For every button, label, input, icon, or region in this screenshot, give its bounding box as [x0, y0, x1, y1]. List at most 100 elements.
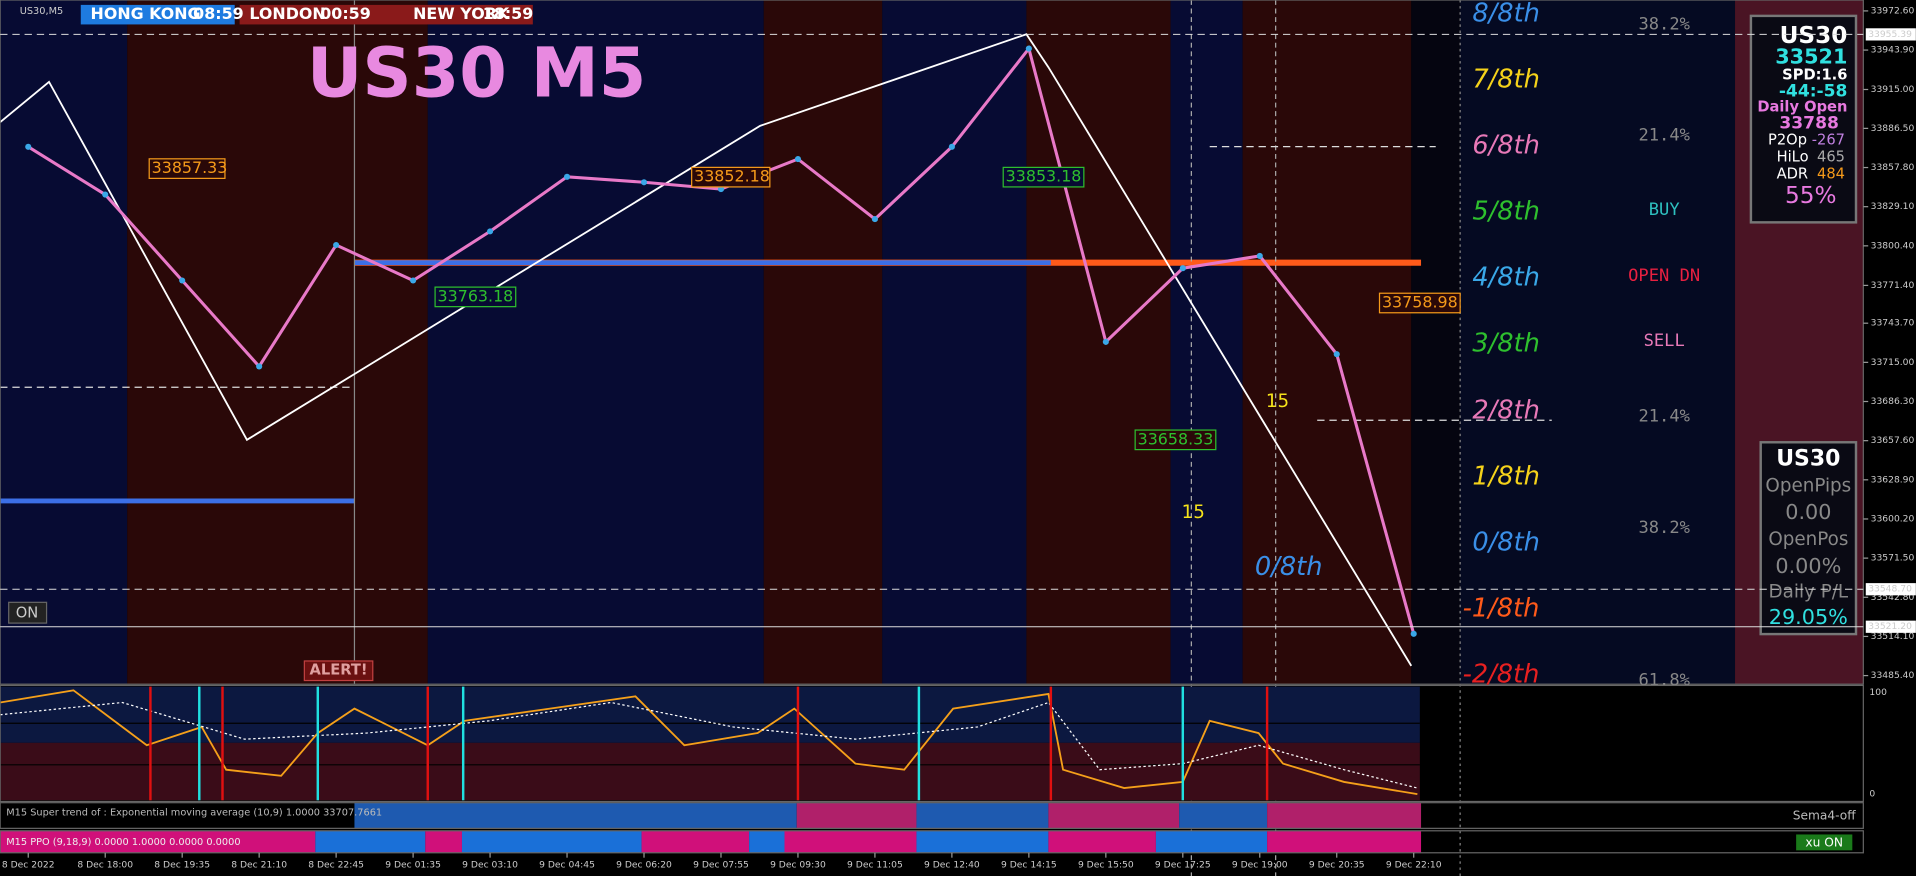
price-point	[1025, 45, 1032, 52]
y-tick-label: 33915.00	[1871, 84, 1915, 95]
position-panel: US30 OpenPips 0.00 OpenPos 0.00% Daily P…	[1759, 441, 1858, 636]
y-tick-label: 33972.60	[1871, 5, 1915, 16]
symbol: US30,M5	[20, 6, 64, 17]
fib-level: 4/8th	[1472, 263, 1540, 293]
price-point	[1410, 630, 1417, 637]
xu-button[interactable]	[1796, 834, 1853, 851]
fib-level: 0/8th	[1255, 552, 1323, 582]
fib-level: 2/8th	[1472, 396, 1540, 426]
y-tick-label: 33943.90	[1871, 45, 1915, 56]
pos-label: Daily P/L	[1769, 582, 1849, 603]
level-note: 21.4%	[1638, 126, 1690, 146]
pos-value: 0.00%	[1775, 554, 1841, 578]
indicator-label: M15 PPO (9,18,9) 0.0000 1.0000 0.0000 0.…	[6, 837, 240, 848]
x-tick-label: 9 Dec 07:55	[693, 860, 749, 871]
y-tick-label: 33829.10	[1871, 201, 1915, 212]
x-tick-label: 9 Dec 19:00	[1232, 860, 1288, 871]
info-spread: SPD:1.6	[1782, 67, 1847, 84]
fib-levels: 8/8th 7/8th 6/8th 5/8th 4/8th 3/8th 2/8t…	[1255, 0, 1700, 691]
level-note: 21.4%	[1638, 407, 1690, 427]
on-button-label[interactable]: ON	[16, 604, 39, 621]
x-tick-label: 9 Dec 03:10	[462, 860, 518, 871]
chart-title: US30 M5	[307, 35, 647, 114]
info-open: 33788	[1779, 113, 1838, 133]
indicator-strips: M15 Super trend of : Exponential moving …	[0, 802, 1864, 854]
x-tick-label: 8 Dec 19:35	[154, 860, 210, 871]
info-label: P2Op	[1768, 132, 1807, 149]
price-point	[871, 216, 878, 223]
info-panel: US30 33521 SPD:1.6 -44:-58 Daily Open 33…	[1749, 14, 1858, 224]
price-label: 33857.33	[152, 158, 228, 177]
fib-level: 0/8th	[1472, 528, 1540, 558]
price-marker-label: 33548.70	[1868, 584, 1912, 595]
price-point	[563, 173, 571, 180]
price-marker-box	[1865, 28, 1916, 41]
session-name: HONG KONG	[91, 4, 201, 23]
x-tick-label: 9 Dec 22:10	[1386, 860, 1442, 871]
x-tick-label: 8 Dec 2022	[2, 860, 55, 871]
price-point	[948, 143, 955, 150]
price-label: 33852.18	[694, 167, 770, 186]
y-tick-label: 33886.50	[1871, 123, 1915, 134]
y-tick-label: 33542.80	[1871, 592, 1915, 603]
y-tick-label: 33715.00	[1871, 357, 1915, 368]
price-label: 33658.33	[1138, 429, 1214, 448]
y-tick-label: 33771.40	[1871, 280, 1915, 291]
x-tick-label: 9 Dec 12:40	[924, 860, 980, 871]
indicator-label: M15 Super trend of : Exponential moving …	[6, 807, 382, 818]
on-button[interactable]	[8, 601, 48, 624]
x-tick-label: 9 Dec 09:30	[770, 860, 826, 871]
price-point	[333, 241, 340, 249]
y-tick-label: 33686.30	[1871, 396, 1915, 407]
level-note: OPEN DN	[1628, 266, 1700, 286]
count-label: 15	[1266, 391, 1289, 412]
price-marker-label: 33955.39	[1868, 29, 1912, 40]
price-point	[1333, 351, 1340, 358]
price-point	[717, 186, 725, 193]
info-timer: -44:-58	[1779, 82, 1848, 102]
info-open-label: Daily Open	[1757, 99, 1847, 116]
info-label: ADR	[1777, 166, 1809, 183]
x-tick-label: 9 Dec 14:15	[1001, 860, 1057, 871]
price-marker-box	[1865, 620, 1916, 633]
info-value: 484	[1817, 166, 1845, 183]
y-tick-label: 33800.40	[1871, 240, 1915, 251]
price-point	[410, 277, 417, 284]
axes: 33972.60 33943.90 33915.00 33886.50 33857.80…	[0, 5, 1916, 871]
price-label: 33758.98	[1382, 292, 1458, 311]
x-tick-label: 9 Dec 17:25	[1155, 860, 1211, 871]
pos-value: 0.00	[1785, 500, 1831, 524]
price-point	[256, 363, 263, 370]
level-note: 38.2%	[1638, 518, 1690, 538]
x-tick-label: 9 Dec 06:20	[616, 860, 672, 871]
y-tick-label: 33514.10	[1871, 631, 1915, 642]
y-tick-label: 33628.90	[1871, 474, 1915, 485]
y-tick-label: 33657.60	[1871, 435, 1915, 446]
fib-level: 7/8th	[1472, 65, 1540, 95]
osc-axis-label: 100	[1869, 687, 1887, 698]
fib-level: 1/8th	[1472, 462, 1540, 492]
fib-level: -1/8th	[1463, 594, 1540, 624]
fib-level: 6/8th	[1472, 131, 1540, 161]
alert-button-label[interactable]: ALERT!	[310, 662, 368, 679]
session-time: 08:59	[193, 4, 244, 23]
price-marker-box	[1865, 583, 1916, 596]
pos-symbol: US30	[1776, 446, 1840, 471]
level-note: SELL	[1644, 331, 1685, 351]
price-point	[487, 228, 494, 235]
price-marker-label: 33521.20	[1868, 621, 1912, 632]
info-symbol: US30	[1780, 22, 1848, 49]
fib-level: 3/8th	[1472, 329, 1540, 359]
price-point	[794, 156, 802, 163]
x-tick-label: 8 Dec 22:45	[308, 860, 364, 871]
pos-label: OpenPips	[1765, 475, 1851, 496]
info-label: HiLo	[1777, 149, 1809, 166]
y-tick-label: 33743.70	[1871, 318, 1915, 329]
y-tick-label: 33600.20	[1871, 513, 1915, 524]
alert-button[interactable]	[303, 660, 374, 682]
session-name: NEW YORK	[413, 4, 510, 23]
pos-value: 29.05%	[1769, 605, 1848, 629]
price-point	[25, 143, 32, 150]
x-tick-label: 9 Dec 20:35	[1309, 860, 1365, 871]
price-point	[1256, 252, 1263, 259]
